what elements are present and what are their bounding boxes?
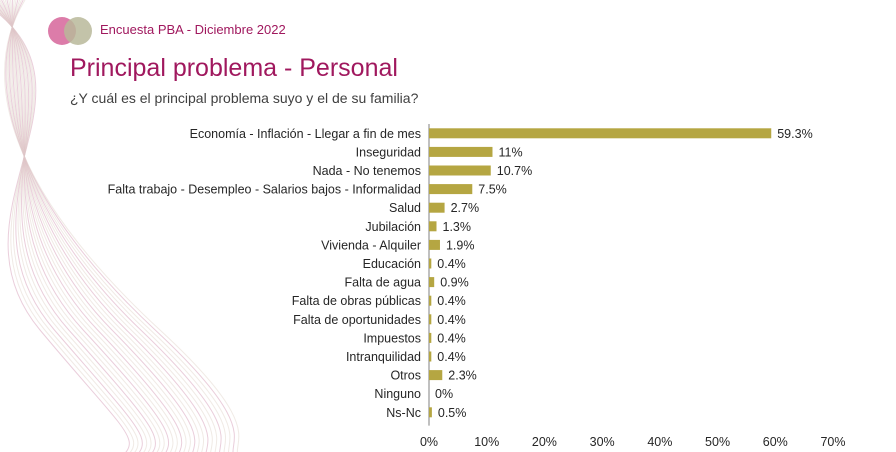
- bar: [429, 351, 432, 362]
- data-label: 7.5%: [478, 183, 507, 197]
- data-label: 1.9%: [446, 238, 475, 252]
- data-label: 11%: [498, 145, 522, 159]
- category-label: Intranquilidad: [346, 350, 421, 364]
- bar: [429, 146, 493, 157]
- category-label: Economía - Inflación - Llegar a fin de m…: [190, 127, 421, 141]
- data-label: 2.7%: [451, 201, 480, 215]
- data-label: 0%: [435, 387, 453, 401]
- x-tick-label: 70%: [820, 435, 845, 449]
- bar: [429, 258, 432, 269]
- x-tick-label: 40%: [647, 435, 672, 449]
- category-label: Salud: [389, 201, 421, 215]
- data-label: 1.3%: [443, 220, 472, 234]
- category-label: Vivienda - Alquiler: [321, 238, 421, 252]
- page-subtitle: ¿Y cuál es el principal problema suyo y …: [70, 90, 419, 106]
- bar: [429, 128, 772, 139]
- x-tick-label: 0%: [420, 435, 438, 449]
- data-label: 0.9%: [440, 276, 469, 290]
- bar: [429, 239, 440, 250]
- bar: [429, 277, 435, 288]
- bar: [429, 332, 432, 343]
- data-label: 0.4%: [437, 257, 466, 271]
- data-label: 0.4%: [437, 294, 466, 308]
- category-label: Falta de agua: [345, 276, 421, 290]
- x-tick-label: 60%: [763, 435, 788, 449]
- bar: [429, 314, 432, 325]
- category-label: Falta de oportunidades: [293, 313, 421, 327]
- x-tick-label: 20%: [532, 435, 557, 449]
- data-label: 0.4%: [437, 331, 466, 345]
- category-label: Jubilación: [365, 220, 421, 234]
- category-label: Educación: [363, 257, 421, 271]
- category-label: Inseguridad: [356, 145, 421, 159]
- data-label: 59.3%: [777, 127, 812, 141]
- data-label: 10.7%: [497, 164, 532, 178]
- x-tick-label: 50%: [705, 435, 730, 449]
- category-label: Ninguno: [374, 387, 421, 401]
- bar: [429, 295, 432, 306]
- category-label: Impuestos: [363, 331, 421, 345]
- survey-logo-icon: [48, 17, 92, 45]
- category-label: Nada - No tenemos: [313, 164, 421, 178]
- bar: [429, 370, 443, 381]
- data-label: 2.3%: [448, 369, 477, 383]
- category-label: Falta trabajo - Desempleo - Salarios baj…: [108, 183, 421, 197]
- category-label: Otros: [390, 369, 421, 383]
- bar: [429, 184, 473, 195]
- x-tick-label: 30%: [590, 435, 615, 449]
- bar: [429, 221, 437, 232]
- category-label: Falta de obras públicas: [292, 294, 421, 308]
- data-label: 0.5%: [438, 406, 467, 420]
- data-label: 0.4%: [437, 313, 466, 327]
- x-tick-label: 10%: [474, 435, 499, 449]
- bar: [429, 407, 432, 418]
- category-label: Ns-Nc: [386, 406, 421, 420]
- survey-label: Encuesta PBA - Diciembre 2022: [100, 22, 286, 37]
- bar: [429, 165, 491, 176]
- page-title: Principal problema - Personal: [70, 54, 398, 82]
- bar: [429, 202, 445, 213]
- data-label: 0.4%: [437, 350, 466, 364]
